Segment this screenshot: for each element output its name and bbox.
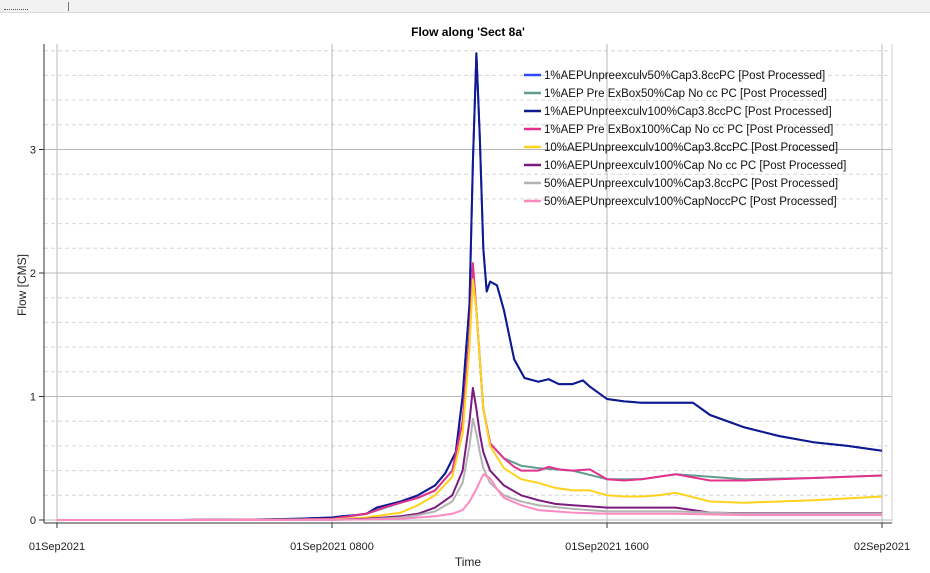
y-tick-label: 2 xyxy=(30,268,36,280)
x-axis-label: Time xyxy=(455,555,482,569)
series-lines xyxy=(57,52,883,521)
legend-label: 1%AEP Pre ExBox50%Cap No cc PC [Post Pro… xyxy=(544,88,827,100)
series-line-4 xyxy=(57,262,883,521)
plot-area xyxy=(44,44,892,523)
legend-label: 50%AEPUnpreexculv100%Cap3.8ccPC [Post Pr… xyxy=(544,178,838,190)
legend: 1%AEPUnpreexculv50%Cap3.8ccPC [Post Proc… xyxy=(524,70,846,208)
window-toolbar-strip xyxy=(0,0,930,13)
x-tick-label: 01Sep2021 1600 xyxy=(565,541,649,553)
y-tick-label: 1 xyxy=(30,392,36,404)
legend-label: 10%AEPUnpreexculv100%Cap No cc PC [Post … xyxy=(544,160,846,172)
x-tick-label: 02Sep2021 xyxy=(854,541,910,553)
toolbar-separator xyxy=(68,2,69,11)
y-tick-label: 0 xyxy=(30,515,36,527)
series-line-8 xyxy=(57,473,882,521)
legend-label: 1%AEPUnpreexculv50%Cap3.8ccPC [Post Proc… xyxy=(544,70,825,82)
series-line-5 xyxy=(57,278,883,521)
x-tick-label: 01Sep2021 xyxy=(29,541,85,553)
toolbar-dotted-mark xyxy=(4,8,28,10)
y-axis-label: Flow [CMS] xyxy=(15,254,29,316)
series-line-6 xyxy=(57,386,882,521)
legend-label: 1%AEPUnpreexculv100%Cap3.8ccPC [Post Pro… xyxy=(544,106,832,118)
x-tick-label: 01Sep2021 0800 xyxy=(290,541,374,553)
axes xyxy=(39,44,893,528)
legend-label: 1%AEP Pre ExBox100%Cap No cc PC [Post Pr… xyxy=(544,124,833,136)
legend-label: 10%AEPUnpreexculv100%Cap3.8ccPC [Post Pr… xyxy=(544,142,838,154)
chart-title: Flow along 'Sect 8a' xyxy=(411,25,525,39)
y-tick-label: 3 xyxy=(30,145,36,157)
grid-lines xyxy=(44,44,892,523)
series-line-7 xyxy=(57,417,882,521)
tick-labels: 0 1 2 3 01Sep2021 01Sep2021 0800 01Sep2021 160… xyxy=(29,145,910,554)
legend-label: 50%AEPUnpreexculv100%CapNoccPC [Post Pro… xyxy=(544,196,837,208)
